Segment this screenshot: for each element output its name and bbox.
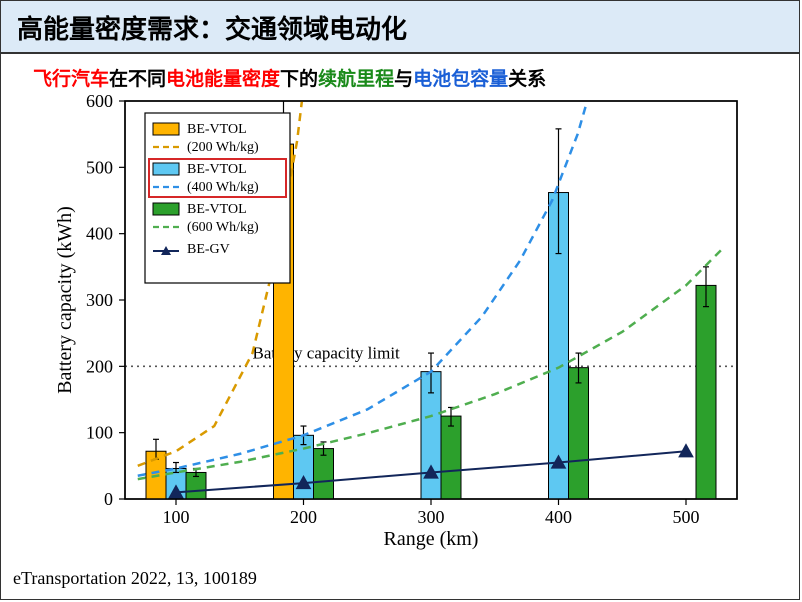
svg-text:100: 100 <box>86 423 113 443</box>
svg-text:0: 0 <box>104 489 113 509</box>
svg-text:Battery capacity (kWh): Battery capacity (kWh) <box>54 206 76 394</box>
svg-text:(200 Wh/kg): (200 Wh/kg) <box>187 140 259 155</box>
svg-text:BE-GV: BE-GV <box>187 242 230 257</box>
svg-text:BE-VTOL: BE-VTOL <box>187 122 247 137</box>
svg-text:BE-VTOL: BE-VTOL <box>187 202 247 217</box>
svg-text:200: 200 <box>86 356 113 376</box>
svg-text:600: 600 <box>86 93 113 111</box>
slide-subtitle: 飞行汽车在不同电池能量密度下的续航里程与电池包容量关系 <box>1 54 799 95</box>
svg-text:Range (km): Range (km) <box>384 528 479 550</box>
citation-text: eTransportation 2022, 13, 100189 <box>13 568 257 588</box>
subtitle-part-6: 电池包容量 <box>413 69 508 90</box>
svg-text:500: 500 <box>86 157 113 177</box>
subtitle-part-0: 飞行汽车 <box>33 69 109 90</box>
svg-text:400: 400 <box>86 224 113 244</box>
svg-text:(600 Wh/kg): (600 Wh/kg) <box>187 220 259 235</box>
subtitle-part-4: 续航里程 <box>318 69 394 90</box>
svg-text:(400 Wh/kg): (400 Wh/kg) <box>187 180 259 195</box>
svg-text:200: 200 <box>290 507 317 527</box>
citation: eTransportation 2022, 13, 100189 <box>13 568 257 589</box>
svg-text:300: 300 <box>86 290 113 310</box>
subtitle-part-5: 与 <box>394 69 413 90</box>
svg-text:400: 400 <box>545 507 572 527</box>
slide-header: 高能量密度需求：交通领域电动化 <box>1 1 799 54</box>
svg-text:BE-VTOL: BE-VTOL <box>187 162 247 177</box>
svg-text:100: 100 <box>163 507 190 527</box>
chart-container: 0 100 200 300 400 500 600 100 200 300 400 500 Batter… <box>51 93 751 553</box>
slide-title: 高能量密度需求：交通领域电动化 <box>17 14 407 44</box>
subtitle-part-7: 关系 <box>508 69 546 90</box>
subtitle-part-1: 在不同 <box>109 69 166 90</box>
svg-text:500: 500 <box>673 507 700 527</box>
chart-svg: 0 100 200 300 400 500 600 100 200 300 400 500 Batter… <box>51 93 751 553</box>
subtitle-part-2: 电池能量密度 <box>166 69 280 90</box>
svg-text:300: 300 <box>418 507 445 527</box>
slide: 高能量密度需求：交通领域电动化 飞行汽车在不同电池能量密度下的续航里程与电池包容… <box>0 0 800 600</box>
subtitle-part-3: 下的 <box>280 69 318 90</box>
